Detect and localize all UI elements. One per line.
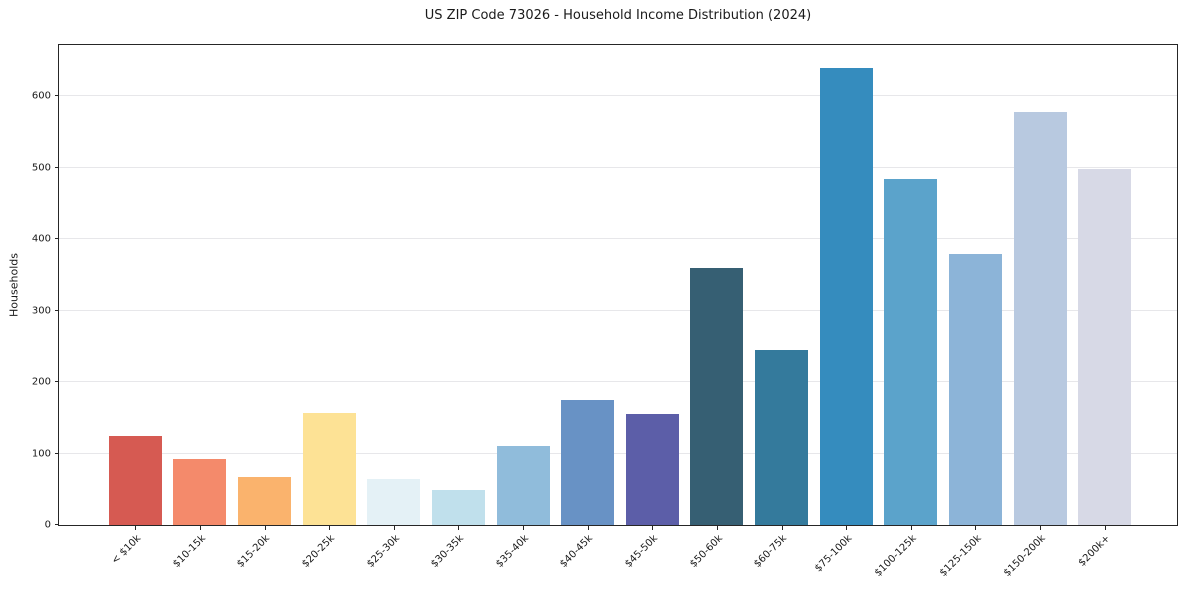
y-tick-mark <box>55 381 59 383</box>
gridline-y-100 <box>59 452 1177 454</box>
bar <box>1078 168 1132 525</box>
x-tick-label: $35-40k <box>493 533 531 570</box>
gridline-y-200 <box>59 381 1177 383</box>
bar <box>173 459 227 525</box>
x-tick-label: $75-100k <box>812 533 854 575</box>
bar <box>1013 112 1067 525</box>
y-tick-mark <box>55 524 59 525</box>
bar <box>431 490 485 525</box>
y-tick-label: 600 <box>31 90 51 102</box>
x-tick-label: $30-35k <box>429 533 467 570</box>
x-tick-mark <box>975 526 977 530</box>
y-tick-label: 500 <box>31 162 51 174</box>
bar-slot: $150-200k <box>1002 45 1073 579</box>
bar-slot: $60-75k <box>749 45 814 570</box>
y-tick-label: 300 <box>31 305 51 317</box>
gridline-y-600 <box>59 95 1177 97</box>
chart-title: US ZIP Code 73026 - Household Income Dis… <box>424 8 812 23</box>
x-tick-label: $100-125k <box>872 533 919 579</box>
bar-slot: $35-40k <box>491 45 556 570</box>
x-tick-mark <box>587 526 589 530</box>
bar <box>755 350 809 525</box>
bar <box>108 436 162 525</box>
bar-slot: $10-15k <box>168 45 233 570</box>
x-tick-label: $10-15k <box>170 533 208 570</box>
bar <box>625 413 679 525</box>
y-tick-mark <box>55 452 59 454</box>
bar-slot: $25-30k <box>362 45 427 570</box>
bar <box>884 178 938 525</box>
x-tick-label: $150-200k <box>1001 533 1048 579</box>
bar-slot: $40-45k <box>555 45 620 570</box>
x-tick-mark <box>846 526 848 530</box>
bar <box>819 67 873 525</box>
bar <box>238 477 292 525</box>
bar-slot: $45-50k <box>620 45 685 570</box>
x-tick-label: $45-50k <box>623 533 661 570</box>
plot-area: 0 100 200 300 400 500 600 < $10k $10-15k $15-20k… <box>32 44 1178 579</box>
x-tick-label: $50-60k <box>687 533 725 570</box>
bar <box>496 446 550 525</box>
gridline-y-400 <box>59 238 1177 240</box>
bar-slot: $50-60k <box>685 45 750 570</box>
y-tick-label: 200 <box>31 376 51 388</box>
gridline-y-300 <box>59 309 1177 311</box>
y-tick-label: 400 <box>31 233 51 245</box>
bar-slot: < $10k <box>103 45 168 567</box>
x-tick-mark <box>264 526 266 530</box>
bar-slot: $30-35k <box>426 45 491 570</box>
x-tick-mark <box>135 526 137 530</box>
bar <box>561 400 615 525</box>
bar <box>367 479 421 525</box>
bar-slot: $125-150k <box>937 45 1008 579</box>
x-tick-mark <box>458 526 460 530</box>
bar-slot: $20-25k <box>297 45 362 570</box>
bar-series: < $10k $10-15k $15-20k $20-25k $25-30k $30-35… <box>103 45 1137 579</box>
x-tick-label: < $10k <box>109 533 144 567</box>
x-tick-mark <box>1040 526 1042 530</box>
x-tick-label: $15-20k <box>235 533 273 570</box>
x-tick-mark <box>393 526 395 530</box>
bar-slot: $15-20k <box>232 45 297 570</box>
x-tick-mark <box>329 526 331 530</box>
x-tick-mark <box>523 526 525 530</box>
bar <box>690 267 744 525</box>
x-tick-mark <box>1104 526 1106 530</box>
y-tick-mark <box>55 95 59 97</box>
y-tick-mark <box>55 238 59 240</box>
x-tick-mark <box>781 526 783 530</box>
x-tick-label: $200k+ <box>1076 533 1113 569</box>
x-tick-label: $60-75k <box>752 533 790 570</box>
x-tick-label: $40-45k <box>558 533 596 570</box>
y-axis-label: Households <box>7 253 21 317</box>
bar <box>302 412 356 525</box>
bar-slot: $200k+ <box>1072 45 1137 569</box>
y-tick-mark <box>55 309 59 311</box>
y-tick-mark <box>55 166 59 168</box>
x-tick-mark <box>716 526 718 530</box>
x-tick-mark <box>910 526 912 530</box>
x-tick-label: $25-30k <box>364 533 402 570</box>
x-tick-label: $20-25k <box>300 533 337 570</box>
x-tick-mark <box>199 526 201 530</box>
bar <box>948 253 1002 525</box>
x-tick-mark <box>652 526 654 530</box>
x-tick-label: $125-150k <box>937 533 984 579</box>
bar-slot: $100-125k <box>873 45 944 579</box>
y-tick-label: 100 <box>31 448 51 460</box>
y-tick-label: 0 <box>44 519 51 531</box>
gridline-y-500 <box>59 166 1177 168</box>
bar-slot: $75-100k <box>813 45 879 574</box>
